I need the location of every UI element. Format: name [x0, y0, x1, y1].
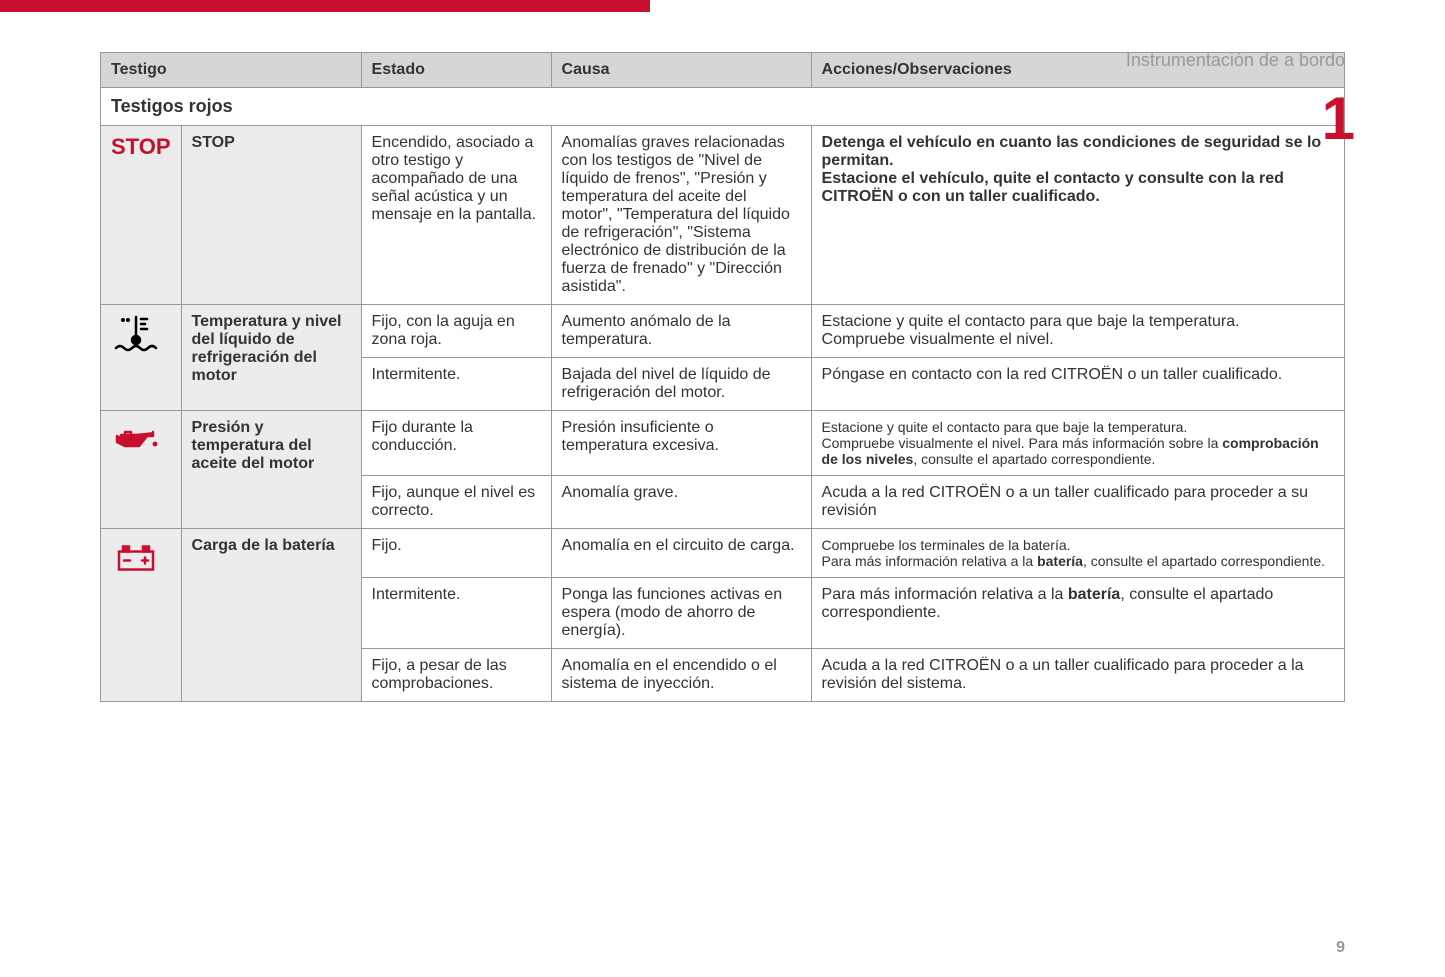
- coolant-temp-icon: [111, 313, 161, 353]
- acciones-cell: Acuda a la red CITROËN o a un taller cua…: [811, 476, 1344, 529]
- oil-pressure-icon: [111, 419, 161, 459]
- causa-cell: Anomalía grave.: [551, 476, 811, 529]
- acciones-cell: Acuda a la red CITROËN o a un taller cua…: [811, 649, 1344, 702]
- estado-cell: Fijo.: [361, 529, 551, 578]
- causa-cell: Ponga las funciones activas en espera (m…: [551, 578, 811, 649]
- table-row: STOP STOP Encendido, asociado a otro tes…: [101, 126, 1345, 305]
- accion-text: Para más información relativa a la: [822, 586, 1068, 603]
- section-title: Instrumentación de a bordo: [1126, 50, 1345, 71]
- estado-cell: Fijo, aunque el nivel es correcto.: [361, 476, 551, 529]
- top-accent-red: [0, 0, 650, 12]
- estado-cell: Fijo, con la aguja en zona roja.: [361, 305, 551, 358]
- main-content: Testigo Estado Causa Acciones/Observacio…: [100, 42, 1345, 702]
- causa-cell: Bajada del nivel de líquido de refrigera…: [551, 358, 811, 411]
- section-title-cell: Testigos rojos: [101, 88, 1345, 126]
- causa-cell: Presión insuficiente o temperatura exces…: [551, 411, 811, 476]
- accion-text: Compruebe los terminales de la batería. …: [822, 537, 1071, 569]
- accion-text: , consulte el apartado correspondiente.: [1083, 553, 1325, 569]
- icon-cell-coolant: [101, 305, 182, 411]
- icon-cell-battery: [101, 529, 182, 702]
- accion-bold: Detenga el vehículo en cuanto las condic…: [822, 134, 1322, 169]
- accion-text: Estacione y quite el contacto para que b…: [822, 419, 1223, 451]
- acciones-cell: Para más información relativa a la bater…: [811, 578, 1344, 649]
- causa-cell: Anomalías graves relacionadas con los te…: [551, 126, 811, 305]
- causa-cell: Aumento anómalo de la temperatura.: [551, 305, 811, 358]
- label-cell: Carga de la batería: [181, 529, 361, 702]
- accion-bold: Estacione el vehículo, quite el contacto…: [822, 170, 1284, 205]
- acciones-cell: Detenga el vehículo en cuanto las condic…: [811, 126, 1344, 305]
- table-row: Carga de la batería Fijo. Anomalía en el…: [101, 529, 1345, 578]
- section-row: Testigos rojos: [101, 88, 1345, 126]
- acciones-cell: Estacione y quite el contacto para que b…: [811, 305, 1344, 358]
- causa-cell: Anomalía en el circuito de carga.: [551, 529, 811, 578]
- col-header-causa: Causa: [551, 53, 811, 88]
- warning-lights-table: Testigo Estado Causa Acciones/Observacio…: [100, 52, 1345, 702]
- col-header-testigo: Testigo: [101, 53, 362, 88]
- causa-cell: Anomalía en el encendido o el sistema de…: [551, 649, 811, 702]
- estado-cell: Intermitente.: [361, 578, 551, 649]
- estado-cell: Fijo, a pesar de las comprobaciones.: [361, 649, 551, 702]
- accion-text: , consulte el apartado correspondiente.: [913, 451, 1155, 467]
- estado-cell: Intermitente.: [361, 358, 551, 411]
- estado-cell: Fijo durante la conducción.: [361, 411, 551, 476]
- acciones-cell: Póngase en contacto con la red CITROËN o…: [811, 358, 1344, 411]
- accion-bold-inline: batería: [1068, 586, 1120, 603]
- icon-cell-oil: [101, 411, 182, 529]
- top-accent-bar: [0, 0, 1445, 12]
- label-cell: STOP: [181, 126, 361, 305]
- label-cell: Temperatura y nivel del líquido de refri…: [181, 305, 361, 411]
- stop-icon: STOP: [111, 134, 171, 159]
- acciones-cell: Compruebe los terminales de la batería. …: [811, 529, 1344, 578]
- label-cell: Presión y temperatura del aceite del mot…: [181, 411, 361, 529]
- page-number: 9: [1336, 939, 1345, 957]
- battery-icon: [111, 537, 161, 577]
- accion-bold-inline: batería: [1037, 553, 1083, 569]
- table-row: Temperatura y nivel del líquido de refri…: [101, 305, 1345, 358]
- table-row: Presión y temperatura del aceite del mot…: [101, 411, 1345, 476]
- icon-cell-stop: STOP: [101, 126, 182, 305]
- col-header-estado: Estado: [361, 53, 551, 88]
- chapter-number: 1: [1322, 95, 1355, 143]
- acciones-cell: Estacione y quite el contacto para que b…: [811, 411, 1344, 476]
- estado-cell: Encendido, asociado a otro testigo y aco…: [361, 126, 551, 305]
